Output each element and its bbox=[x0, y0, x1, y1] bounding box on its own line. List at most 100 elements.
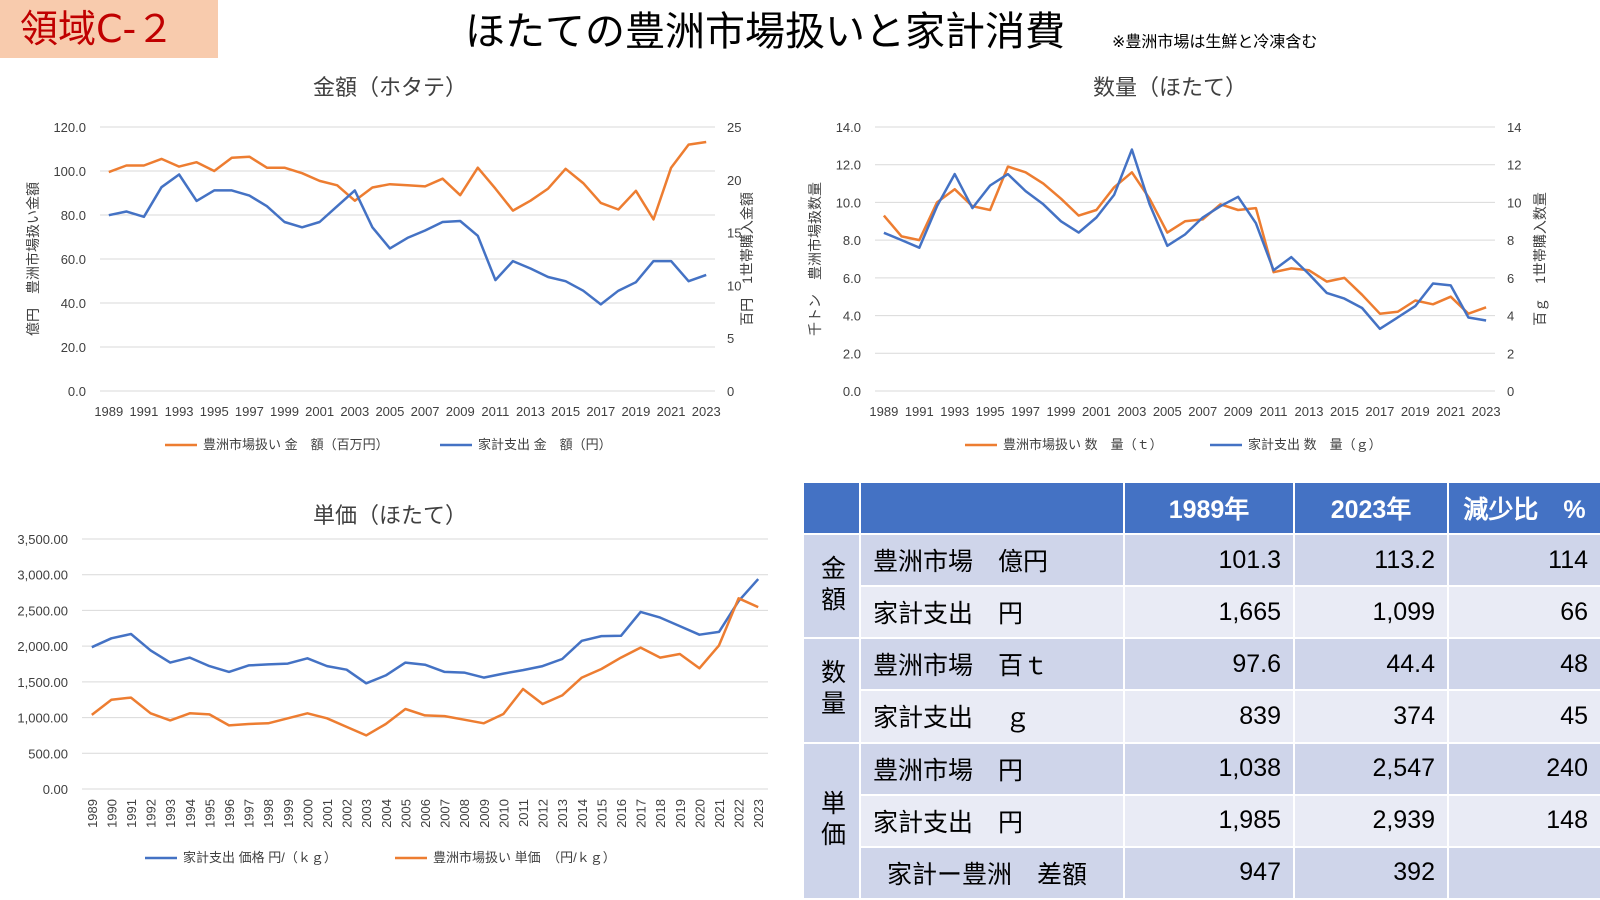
table-row: 家計支出 円 1,665 1,099 66 bbox=[803, 585, 1600, 640]
row-label: 家計支出 円 bbox=[859, 585, 1125, 640]
x-tick-label: 2020 bbox=[692, 799, 707, 828]
x-tick-label: 2000 bbox=[300, 799, 315, 828]
table-row: 単価 豊洲市場 円 1,038 2,547 240 bbox=[802, 741, 1600, 900]
x-tick-label: 2019 bbox=[621, 404, 650, 419]
x-tick-label: 2017 bbox=[634, 799, 649, 828]
unit-price-chart: 単価（ほたて） 0.00 500.00 1,000.00 1,500.00 2,000.0… bbox=[17, 504, 768, 865]
x-tick-label: 2019 bbox=[1401, 404, 1430, 419]
y2-tick-label: 0 bbox=[727, 384, 734, 399]
value-1989: 1,665 bbox=[1123, 585, 1295, 640]
series-line-1 bbox=[91, 578, 760, 685]
x-tick-label: 1991 bbox=[129, 404, 158, 419]
x-tick-label: 2007 bbox=[1188, 404, 1217, 419]
series-line-2 bbox=[883, 148, 1487, 331]
y-tick-label: 14.0 bbox=[836, 120, 861, 135]
x-tick-label: 2021 bbox=[657, 404, 686, 419]
table-row: 家計支出 円 1,985 2,939 148 bbox=[803, 793, 1600, 848]
y-tick-label: 3,000.00 bbox=[17, 568, 68, 583]
amount-chart: 金額（ホタテ） 0.0 20.0 40.0 60.0 80.0 100.0 120.0 0 5 10… bbox=[25, 76, 755, 452]
x-tick-label: 2015 bbox=[594, 799, 609, 828]
table-row: 金額 豊洲市場 億円 101.3 113.2 114 bbox=[802, 532, 1600, 640]
table-header-cell bbox=[802, 481, 861, 535]
x-tick-label: 1995 bbox=[976, 404, 1005, 419]
x-tick-label: 2005 bbox=[1153, 404, 1182, 419]
x-tick-label: 2015 bbox=[551, 404, 580, 419]
y2-tick-label: 10 bbox=[727, 278, 741, 293]
y2-tick-label: 15 bbox=[727, 226, 741, 241]
y2-tick-label: 14 bbox=[1507, 120, 1521, 135]
value-1989: 1,985 bbox=[1123, 793, 1295, 848]
ratio-value bbox=[1447, 845, 1600, 900]
chart-title: 金額（ホタテ） bbox=[313, 76, 467, 101]
y2-axis-title: 百円 1世帯購入金額 bbox=[739, 192, 755, 326]
x-tick-label: 2004 bbox=[379, 799, 394, 828]
series-line-1 bbox=[882, 165, 1487, 315]
ratio-value: 240 bbox=[1447, 741, 1600, 796]
value-1989: 97.6 bbox=[1123, 637, 1295, 692]
value-2023: 1,099 bbox=[1293, 585, 1449, 640]
y2-tick-label: 12 bbox=[1507, 158, 1521, 173]
group-label-quantity: 数量 bbox=[802, 637, 861, 744]
y2-tick-label: 0 bbox=[1507, 384, 1514, 399]
x-tick-label: 2001 bbox=[320, 799, 335, 828]
x-tick-label: 1991 bbox=[124, 799, 139, 828]
x-tick-label: 1989 bbox=[85, 799, 100, 828]
value-2023: 44.4 bbox=[1293, 637, 1449, 692]
x-tick-label: 2003 bbox=[359, 799, 374, 828]
x-tick-label: 2019 bbox=[673, 799, 688, 828]
value-1989: 839 bbox=[1123, 689, 1295, 744]
x-tick-label: 1989 bbox=[869, 404, 898, 419]
x-tick-label: 2008 bbox=[457, 799, 472, 828]
x-tick-label: 2013 bbox=[1295, 404, 1324, 419]
y-axis-title: 千トン 豊洲市場扱数量 bbox=[807, 182, 823, 336]
x-tick-label: 2017 bbox=[586, 404, 615, 419]
x-tick-label: 2011 bbox=[516, 799, 531, 827]
x-tick-label: 2021 bbox=[1436, 404, 1465, 419]
x-tick-label: 2011 bbox=[1260, 404, 1288, 419]
x-tick-label: 2015 bbox=[1330, 404, 1359, 419]
ratio-value: 148 bbox=[1447, 793, 1600, 848]
x-tick-label: 2011 bbox=[481, 404, 509, 419]
y-tick-label: 4.0 bbox=[843, 309, 861, 324]
series-line-1 bbox=[108, 140, 707, 221]
x-tick-label: 1990 bbox=[104, 799, 119, 828]
x-tick-label: 1989 bbox=[94, 404, 123, 419]
ratio-value: 114 bbox=[1447, 532, 1600, 588]
x-tick-label: 2005 bbox=[375, 404, 404, 419]
y2-tick-label: 20 bbox=[727, 173, 741, 188]
x-tick-label: 1997 bbox=[242, 799, 257, 828]
x-tick-label: 2003 bbox=[1117, 404, 1146, 419]
y-tick-label: 10.0 bbox=[836, 195, 861, 210]
y2-tick-label: 4 bbox=[1507, 309, 1514, 324]
table-row: 家計支出 ｇ 839 374 45 bbox=[803, 689, 1600, 744]
x-tick-label: 2017 bbox=[1365, 404, 1394, 419]
value-1989: 947 bbox=[1123, 845, 1295, 900]
table-row: 家計ー豊洲 差額 947 392 bbox=[803, 845, 1600, 900]
y-tick-label: 20.0 bbox=[61, 340, 86, 355]
x-tick-label: 2005 bbox=[398, 799, 413, 828]
x-tick-label: 2001 bbox=[305, 404, 334, 419]
y2-tick-label: 2 bbox=[1507, 346, 1514, 361]
y-tick-label: 2.0 bbox=[843, 346, 861, 361]
row-label: 家計支出 円 bbox=[859, 793, 1125, 848]
y-tick-label: 1,000.00 bbox=[17, 711, 68, 726]
x-tick-label: 1993 bbox=[940, 404, 969, 419]
x-tick-label: 1991 bbox=[905, 404, 934, 419]
x-tick-label: 1995 bbox=[202, 799, 217, 828]
y-tick-label: 6.0 bbox=[843, 271, 861, 286]
x-tick-label: 1999 bbox=[281, 799, 296, 828]
x-tick-label: 2023 bbox=[751, 799, 766, 828]
y-tick-label: 40.0 bbox=[61, 296, 86, 311]
legend-label: 豊洲市場扱い 金 額（百万円） bbox=[203, 437, 389, 452]
y-tick-label: 1,500.00 bbox=[17, 675, 68, 690]
table-header-cell: 2023年 bbox=[1293, 481, 1449, 535]
x-tick-label: 1997 bbox=[235, 404, 264, 419]
ratio-value: 45 bbox=[1447, 689, 1600, 744]
ratio-value: 66 bbox=[1447, 585, 1600, 640]
y-tick-label: 60.0 bbox=[61, 252, 86, 267]
x-tick-label: 1992 bbox=[144, 799, 159, 828]
title-note: ※豊洲市場は生鮮と冷凍含む bbox=[1112, 32, 1318, 51]
value-2023: 392 bbox=[1293, 845, 1449, 900]
y-tick-label: 120.0 bbox=[53, 120, 86, 135]
table-header-row: 1989年 2023年 減少比 % bbox=[802, 481, 1600, 535]
